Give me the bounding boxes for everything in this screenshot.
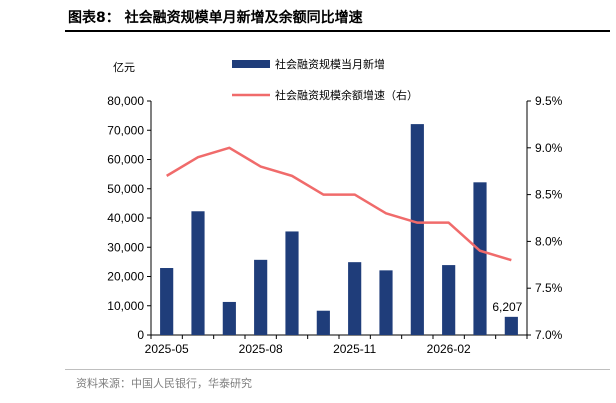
data-labels: 6,207	[492, 300, 522, 314]
right-tick-label: 9.0%	[535, 141, 563, 155]
axes: 0 10,000 20,000 30,000 40,000 50,000 60,000 70,…	[107, 94, 562, 356]
legend-bar-swatch	[232, 60, 270, 68]
left-tick-label: 80,000	[107, 94, 144, 108]
x-tick-label: 2025-08	[239, 342, 283, 356]
legend-line-label: 社会融资规模余额增速（右）	[275, 88, 418, 102]
bar	[160, 268, 174, 335]
bar-data-label: 6,207	[492, 300, 522, 314]
x-tick-label: 2025-05	[145, 342, 189, 356]
right-tick-label: 7.5%	[535, 281, 563, 295]
bar	[316, 310, 330, 335]
left-tick-label: 70,000	[107, 123, 144, 137]
right-tick-label: 8.5%	[535, 188, 563, 202]
right-tick-label: 7.0%	[535, 328, 563, 342]
right-tick-label: 8.0%	[535, 234, 563, 248]
bar	[254, 259, 268, 335]
left-axis-unit-label: 亿元	[113, 61, 135, 74]
left-tick-label: 0	[137, 328, 144, 342]
bar	[410, 124, 424, 335]
x-tick-label: 2026-02	[427, 342, 471, 356]
bar	[222, 301, 236, 335]
left-tick-label: 30,000	[107, 240, 144, 254]
left-tick-label: 40,000	[107, 211, 144, 225]
bar	[473, 182, 487, 335]
bar	[504, 316, 518, 335]
bar	[348, 262, 362, 335]
bar	[442, 265, 456, 335]
left-tick-label: 60,000	[107, 153, 144, 167]
legend: 社会融资规模当月新增 社会融资规模余额增速（右）	[232, 57, 418, 102]
bars	[160, 124, 518, 335]
x-tick-label: 2025-11	[333, 342, 376, 356]
source-divider	[65, 369, 610, 370]
bar	[191, 211, 205, 335]
left-tick-label: 10,000	[107, 299, 144, 313]
left-tick-label: 50,000	[107, 182, 144, 196]
bar	[285, 231, 299, 335]
bar	[379, 270, 393, 335]
right-tick-label: 9.5%	[535, 94, 563, 108]
legend-bar-label: 社会融资规模当月新增	[275, 57, 385, 71]
source-note: 资料来源：中国人民银行，华泰研究	[76, 377, 252, 390]
title-divider	[65, 30, 610, 32]
growth-line	[166, 146, 512, 262]
growth-line-path	[166, 146, 512, 262]
figure-title: 图表8： 社会融资规模单月新增及余额同比增速	[68, 10, 363, 26]
left-tick-label: 20,000	[107, 270, 144, 284]
